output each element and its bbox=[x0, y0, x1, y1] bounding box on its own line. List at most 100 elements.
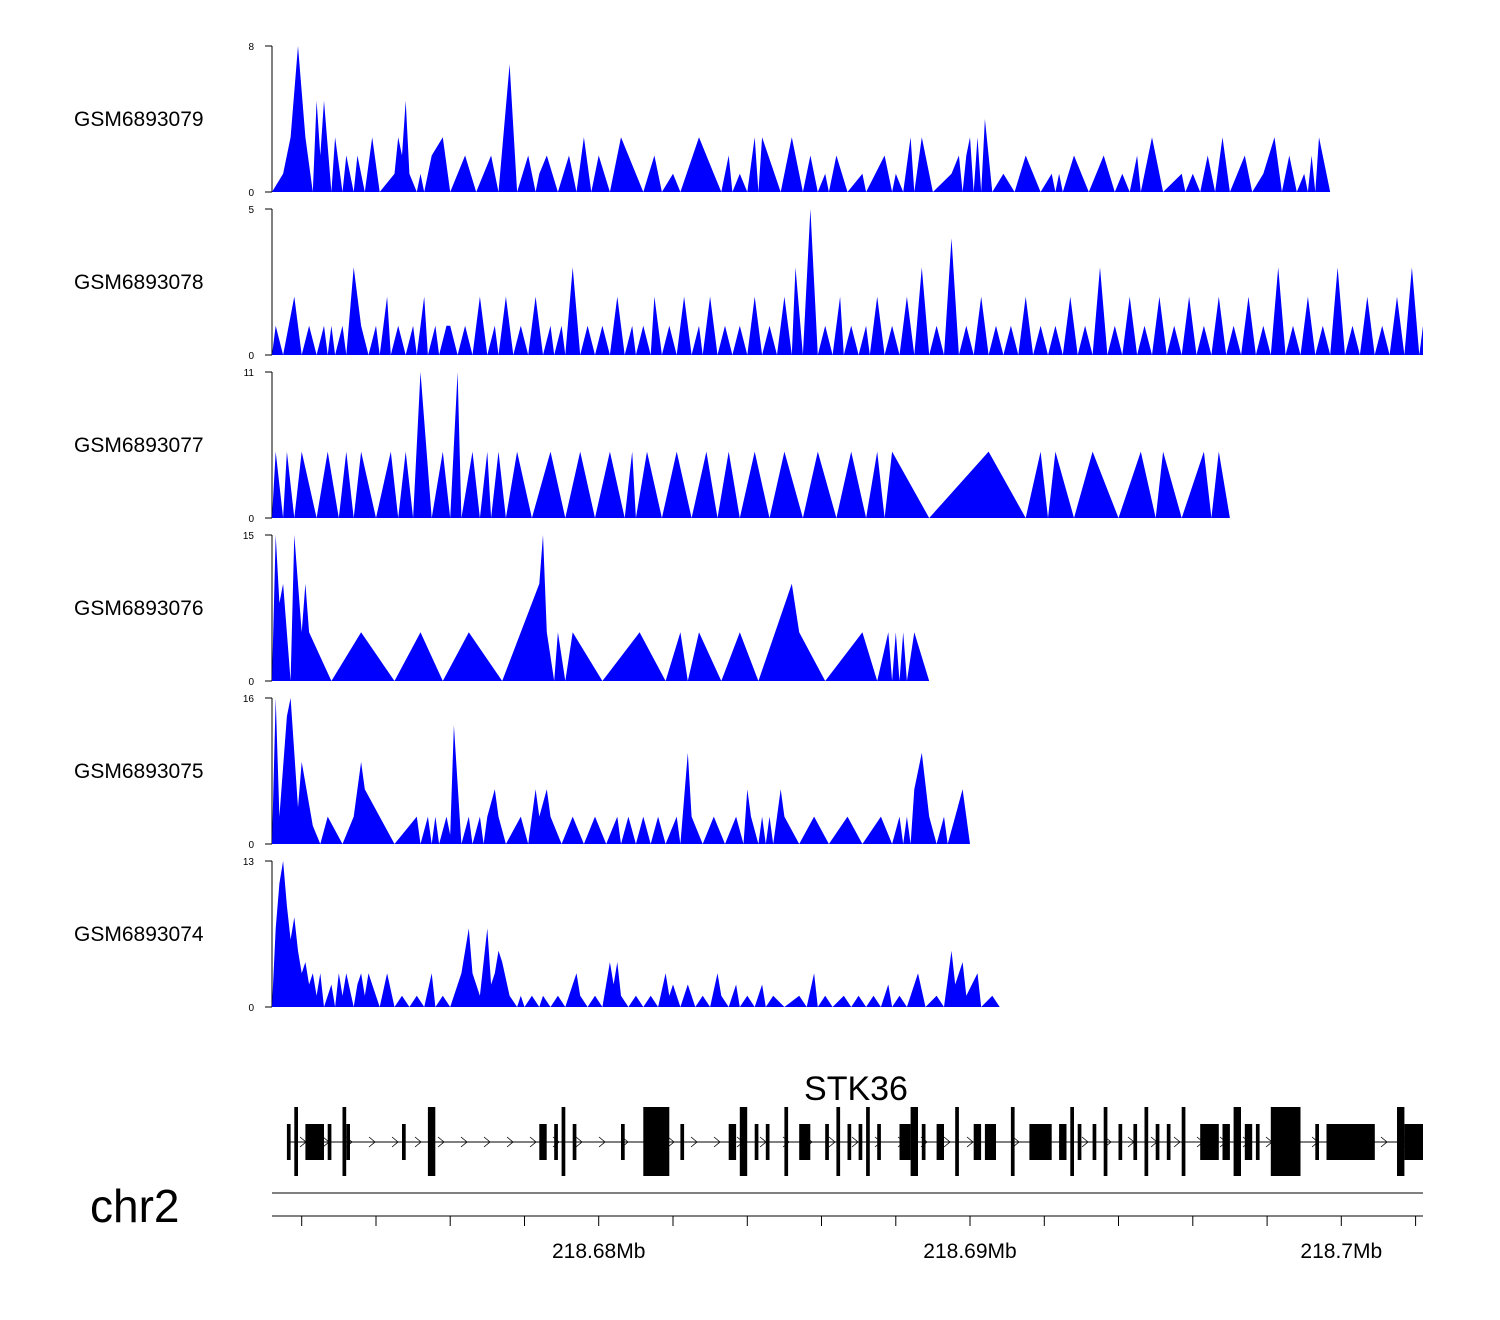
exon bbox=[877, 1124, 881, 1160]
coverage-tracks: GSM689307980GSM689307850GSM6893077110GSM… bbox=[74, 42, 1423, 1014]
exon bbox=[936, 1124, 944, 1160]
exon bbox=[305, 1124, 324, 1160]
exon bbox=[1118, 1124, 1123, 1160]
strand-arrow bbox=[851, 1136, 859, 1148]
gene-annotation-track: STK36 bbox=[286, 1070, 1423, 1176]
y-tick-label-max: 13 bbox=[243, 857, 255, 868]
exon bbox=[1103, 1107, 1108, 1176]
track-label: GSM6893079 bbox=[74, 108, 204, 131]
exon bbox=[427, 1107, 436, 1176]
strand-arrow bbox=[1173, 1136, 1181, 1148]
track-label: GSM6893077 bbox=[74, 434, 204, 457]
exon bbox=[1059, 1124, 1067, 1160]
y-tick-label-max: 5 bbox=[248, 205, 254, 216]
exon bbox=[984, 1124, 996, 1160]
y-tick-label-max: 16 bbox=[243, 694, 255, 705]
y-tick-label-max: 15 bbox=[243, 531, 255, 542]
strand-arrow bbox=[598, 1136, 606, 1148]
exon bbox=[728, 1124, 737, 1160]
exon bbox=[1181, 1107, 1186, 1176]
exon bbox=[1010, 1107, 1015, 1176]
exon bbox=[1270, 1107, 1301, 1176]
coverage-area bbox=[272, 535, 930, 681]
x-tick-label: 218.68Mb bbox=[552, 1240, 645, 1263]
strand-arrow bbox=[713, 1136, 721, 1148]
strand-arrow bbox=[828, 1136, 836, 1148]
exon bbox=[1155, 1124, 1160, 1160]
x-ticks bbox=[301, 1216, 1417, 1226]
x-tick-label: 218.69Mb bbox=[923, 1240, 1016, 1263]
strand-arrow bbox=[437, 1136, 445, 1148]
exon bbox=[739, 1107, 748, 1176]
strand-arrow bbox=[414, 1136, 422, 1148]
track-GSM6893074: GSM6893074 13 0 bbox=[74, 857, 1000, 1014]
exon bbox=[680, 1124, 685, 1160]
exon bbox=[572, 1124, 577, 1160]
exon bbox=[561, 1107, 566, 1176]
track-label: GSM6893078 bbox=[74, 271, 204, 294]
exon bbox=[1070, 1107, 1074, 1176]
y-tick-label-min: 0 bbox=[248, 840, 254, 851]
track-label: GSM6893075 bbox=[74, 760, 204, 783]
coverage-area bbox=[272, 209, 1423, 355]
exon bbox=[799, 1124, 811, 1160]
track-GSM6893077: GSM6893077 11 0 bbox=[74, 368, 1230, 525]
exon bbox=[1404, 1124, 1423, 1160]
strand-arrow bbox=[874, 1136, 882, 1148]
gene-exons bbox=[286, 1107, 1423, 1176]
strand-arrow bbox=[966, 1136, 974, 1148]
strand-arrow bbox=[575, 1136, 583, 1148]
exon bbox=[1029, 1124, 1052, 1160]
exon bbox=[836, 1107, 841, 1176]
exon bbox=[1315, 1124, 1319, 1160]
exon bbox=[1233, 1107, 1241, 1176]
coverage-area bbox=[272, 372, 1230, 518]
strand-arrow bbox=[460, 1136, 468, 1148]
exon bbox=[1255, 1124, 1260, 1160]
exon bbox=[286, 1124, 291, 1160]
track-label: GSM6893074 bbox=[74, 923, 204, 946]
track-GSM6893076: GSM6893076 15 0 bbox=[74, 531, 930, 688]
coverage-area bbox=[272, 46, 1331, 192]
strand-arrow bbox=[529, 1136, 537, 1148]
exon bbox=[1244, 1124, 1253, 1160]
exon bbox=[539, 1124, 547, 1160]
chromosome-axis: chr2 218.68Mb 218.69Mb 218.7Mb bbox=[90, 1180, 1423, 1263]
exon bbox=[899, 1124, 911, 1160]
strand-arrow bbox=[1380, 1136, 1388, 1148]
y-tick-label-max: 8 bbox=[248, 42, 254, 53]
y-tick-label-max: 11 bbox=[244, 368, 255, 379]
exon bbox=[643, 1107, 670, 1176]
coverage-area bbox=[272, 698, 970, 844]
coverage-area bbox=[272, 861, 1000, 1007]
track-GSM6893079: GSM6893079 8 0 bbox=[74, 42, 1331, 199]
exon bbox=[784, 1107, 789, 1176]
exon bbox=[858, 1124, 863, 1160]
exon bbox=[847, 1124, 852, 1160]
y-tick-label-min: 0 bbox=[248, 1003, 254, 1014]
exon bbox=[910, 1107, 918, 1176]
exon bbox=[346, 1124, 350, 1160]
exon bbox=[1144, 1107, 1149, 1176]
strand-arrow bbox=[690, 1136, 698, 1148]
exon bbox=[866, 1107, 870, 1176]
exon bbox=[973, 1124, 982, 1160]
exon bbox=[955, 1107, 959, 1176]
exon bbox=[1397, 1107, 1405, 1176]
strand-arrow bbox=[368, 1136, 376, 1148]
strand-arrow bbox=[506, 1136, 514, 1148]
exon bbox=[294, 1107, 298, 1176]
track-label: GSM6893076 bbox=[74, 597, 204, 620]
strand-arrow bbox=[1012, 1136, 1020, 1148]
exon bbox=[1077, 1124, 1082, 1160]
track-GSM6893075: GSM6893075 16 0 bbox=[74, 694, 970, 851]
strand-arrow bbox=[1081, 1136, 1089, 1148]
x-tick-labels: 218.68Mb 218.69Mb 218.7Mb bbox=[552, 1240, 1382, 1263]
exon bbox=[327, 1124, 332, 1160]
exon bbox=[1326, 1124, 1375, 1160]
exon bbox=[1092, 1124, 1097, 1160]
exon bbox=[921, 1124, 926, 1160]
exon bbox=[1133, 1124, 1138, 1160]
y-tick-label-min: 0 bbox=[248, 514, 254, 525]
